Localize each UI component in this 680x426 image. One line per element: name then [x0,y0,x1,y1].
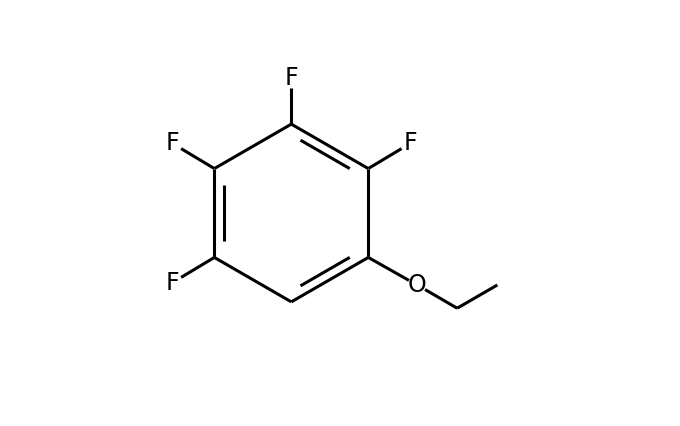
Text: F: F [165,131,179,155]
Text: F: F [284,66,298,89]
Text: O: O [407,273,426,297]
Text: F: F [404,131,418,155]
Text: F: F [165,271,179,295]
